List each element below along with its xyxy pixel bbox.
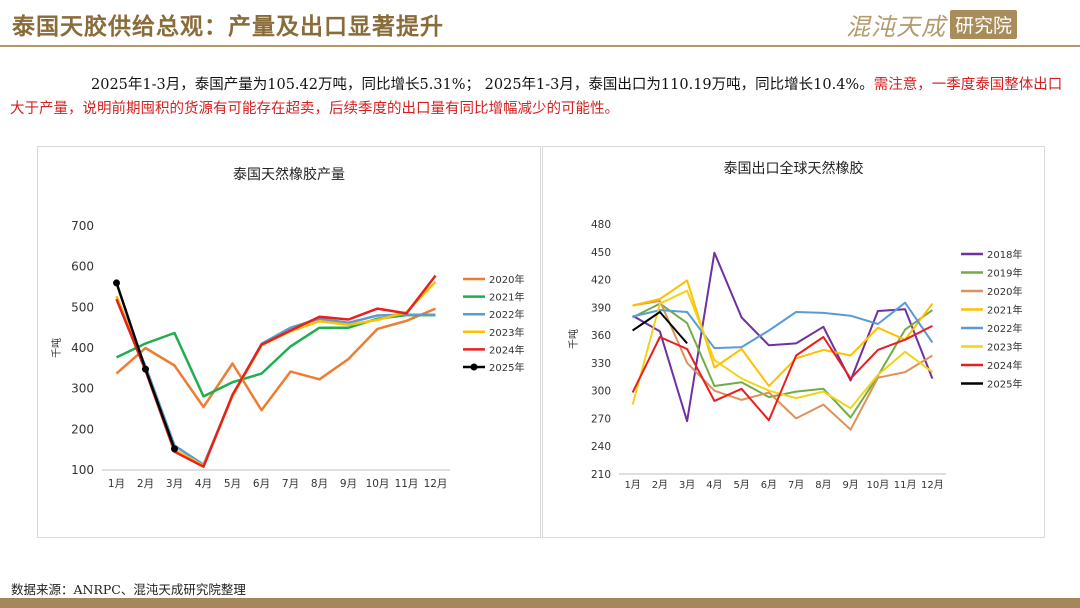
x-tick-label: 8月	[815, 479, 831, 491]
export-chart: 210 240 270 300 330 360 390 420 450 480 1月 2月 3月 4月 5月…	[567, 219, 1022, 491]
x-tick-label: 6月	[253, 478, 270, 490]
data-point	[113, 279, 120, 287]
legend-label: 2024年	[987, 359, 1022, 372]
y-tick-label: 330	[591, 358, 611, 370]
legend-label: 2020年	[489, 273, 524, 286]
x-tick-label: 10月	[366, 478, 390, 490]
y-tick-label: 400	[71, 341, 94, 355]
y-tick-label: 450	[591, 247, 611, 259]
y-tick-label: 600	[71, 260, 94, 274]
legend-label: 2021年	[987, 304, 1022, 317]
y-tick-label: 420	[591, 275, 611, 287]
data-point	[142, 365, 149, 373]
y-axis-label: 千吨	[50, 338, 63, 358]
data-source-note: 数据来源：ANRPC、混沌天成研究院整理	[11, 582, 246, 597]
summary-warning: 需注意，一季度泰国整体出口大于产量，说明前期囤积的货源有可能存在超卖，后续季度的…	[10, 77, 1063, 117]
x-tick-label: 7月	[788, 479, 804, 491]
y-tick-label: 200	[71, 422, 94, 436]
x-tick-label: 1月	[624, 479, 640, 491]
summary-text: 2025年1-3月，泰国产量为105.42万吨，同比增长5.31%； 2025年…	[91, 77, 874, 93]
logo-script: 混沌天成	[846, 12, 946, 41]
series-line	[115, 295, 436, 466]
x-tick-label: 4月	[706, 479, 722, 491]
legend-marker	[470, 363, 478, 371]
legend-label: 2023年	[987, 341, 1022, 354]
summary-paragraph: 2025年1-3月，泰国产量为105.42万吨，同比增长5.31%； 2025年…	[10, 73, 1072, 121]
export-chart-panel: 泰国出口全球天然橡胶 210 240 270 300 330 360 390 420 450 48…	[542, 146, 1045, 538]
y-tick-label: 270	[591, 413, 611, 425]
x-tick-label: 8月	[311, 478, 328, 490]
legend-label: 2019年	[987, 267, 1022, 280]
series-line	[632, 279, 934, 387]
x-tick-label: 9月	[842, 479, 858, 491]
legend-label: 2021年	[489, 291, 524, 304]
series-line	[115, 274, 437, 468]
y-tick-label: 700	[71, 219, 94, 233]
legend-label: 2018年	[987, 248, 1022, 261]
legend-label: 2023年	[489, 326, 524, 339]
y-tick-label: 390	[591, 302, 611, 314]
footer-bar	[0, 598, 1080, 608]
y-tick-label: 300	[591, 386, 611, 398]
legend-label: 2024年	[489, 343, 524, 356]
export-chart-title: 泰国出口全球天然橡胶	[723, 161, 864, 177]
x-tick-label: 4月	[195, 478, 212, 490]
x-tick-label: 3月	[679, 479, 695, 491]
x-tick-label: 2月	[652, 479, 668, 491]
series-line	[631, 325, 933, 422]
x-tick-label: 6月	[761, 479, 777, 491]
legend-label: 2022年	[489, 308, 524, 321]
data-point	[171, 445, 178, 453]
x-tick-label: 12月	[921, 479, 944, 491]
x-tick-label: 10月	[867, 479, 890, 491]
x-tick-label: 9月	[340, 478, 357, 490]
header: 泰国天胶供给总观：产量及出口显著提升 混沌天成 研究院	[0, 0, 1080, 47]
production-chart-panel: 泰国天然橡胶产量 100 200 300 400 500 600 700 1月 2月 3月 4月 5月…	[37, 146, 541, 538]
x-tick-label: 11月	[395, 478, 419, 490]
x-tick-label: 11月	[894, 479, 917, 491]
x-tick-label: 12月	[424, 478, 448, 490]
logo-box: 研究院	[950, 9, 1018, 39]
y-axis-label: 千吨	[567, 329, 580, 349]
y-tick-label: 360	[591, 330, 611, 342]
y-tick-label: 500	[71, 300, 94, 314]
x-tick-label: 5月	[224, 478, 241, 490]
x-tick-label: 5月	[733, 479, 749, 491]
production-chart: 100 200 300 400 500 600 700 1月 2月 3月 4月 5月 6月 7月 8月 9月 1…	[50, 219, 524, 490]
series-line	[631, 289, 933, 410]
page-title: 泰国天胶供给总观：产量及出口显著提升	[12, 13, 444, 40]
legend-label: 2020年	[987, 285, 1022, 298]
legend-label: 2025年	[987, 378, 1022, 391]
legend-label: 2025年	[489, 361, 524, 374]
header-divider	[0, 45, 1080, 47]
series-line	[632, 299, 933, 431]
x-tick-label: 3月	[166, 478, 183, 490]
y-tick-label: 100	[71, 463, 94, 477]
y-tick-label: 300	[71, 382, 94, 396]
x-tick-label: 1月	[108, 478, 125, 490]
x-tick-label: 2月	[137, 478, 154, 490]
brand-logo: 混沌天成 研究院	[846, 8, 1018, 41]
series-line	[632, 251, 934, 423]
legend-label: 2022年	[987, 322, 1022, 335]
series-line	[632, 301, 934, 350]
y-tick-label: 210	[591, 469, 611, 481]
series-line	[115, 307, 436, 412]
production-chart-title: 泰国天然橡胶产量	[233, 167, 345, 183]
series-line	[632, 311, 688, 345]
x-tick-label: 7月	[282, 478, 299, 490]
y-tick-label: 480	[591, 219, 611, 231]
y-tick-label: 240	[591, 441, 611, 453]
